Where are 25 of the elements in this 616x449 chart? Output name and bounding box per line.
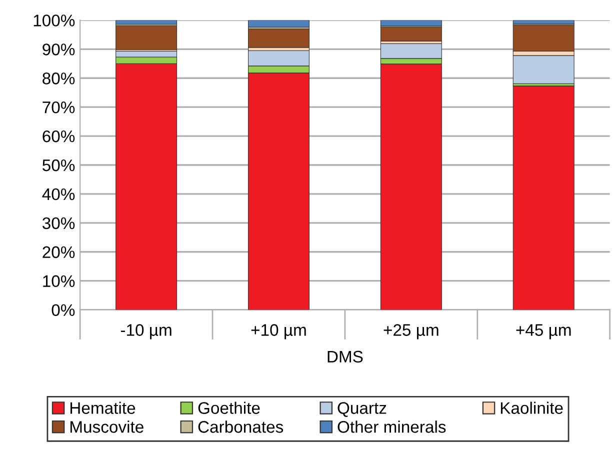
x-tick-label: +25 µm [384,324,438,340]
y-tick-label: 0% [52,304,75,316]
legend-label: Hematite [70,402,136,414]
legend-label: Carbonates [198,420,284,433]
y-tick-label: 80% [42,72,75,84]
y-tick-label: 90% [42,44,75,56]
y-tick-label: 20% [42,246,75,258]
y-tick-label: 50% [42,159,75,172]
legend-label: Kaolinite [500,402,563,414]
y-tick-label: 100% [34,14,75,26]
bar [512,86,574,310]
y-tick-label: 30% [42,217,75,230]
legend-label: Muscovite [70,420,144,433]
y-tick-label: 70% [42,101,75,114]
x-tick-label: -10 µm [120,324,172,340]
y-tick-label: 40% [42,188,75,200]
bar [512,55,574,84]
y-tick-label: 60% [42,130,75,142]
y-tick-label: 10% [43,275,75,288]
x-axis-title: DMS [328,350,363,363]
legend-label: Quartz [338,402,386,417]
x-tick-label: +45 µm [516,324,571,340]
legend-label: Goethite [198,402,260,414]
x-tick-label: +10 µm [251,324,306,340]
legend-label: Other minerals [338,420,446,433]
